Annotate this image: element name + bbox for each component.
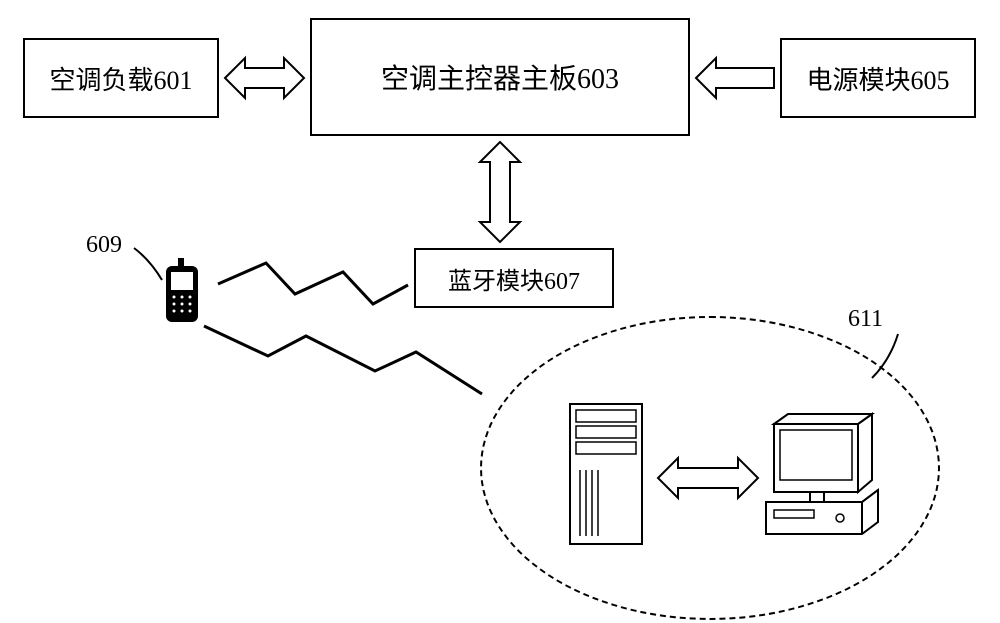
zigzag-phone-bt	[218, 263, 408, 304]
box-bluetooth: 蓝牙模块607	[414, 248, 614, 308]
diagram-canvas: 空调负载601 空调主控器主板603 电源模块605 蓝牙模块607 609 6…	[0, 0, 1000, 623]
box-ac-load: 空调负载601	[23, 38, 219, 118]
label-609: 609	[86, 232, 122, 259]
cloud-ellipse	[480, 316, 940, 620]
box-power: 电源模块605	[780, 38, 976, 118]
phone-icon	[166, 258, 198, 322]
label-power: 电源模块605	[806, 60, 949, 97]
box-mainboard: 空调主控器主板603	[310, 18, 690, 136]
label-bluetooth: 蓝牙模块607	[448, 261, 580, 296]
label-611: 611	[848, 306, 883, 333]
label-mainboard: 空调主控器主板603	[381, 57, 619, 97]
arrow-mainboard-bluetooth	[480, 142, 520, 242]
leader-609	[134, 248, 162, 280]
arrow-load-mainboard	[225, 58, 304, 98]
label-ac-load: 空调负载601	[49, 60, 192, 97]
zigzag-phone-cloud	[204, 326, 482, 394]
arrow-power-mainboard	[696, 58, 774, 98]
